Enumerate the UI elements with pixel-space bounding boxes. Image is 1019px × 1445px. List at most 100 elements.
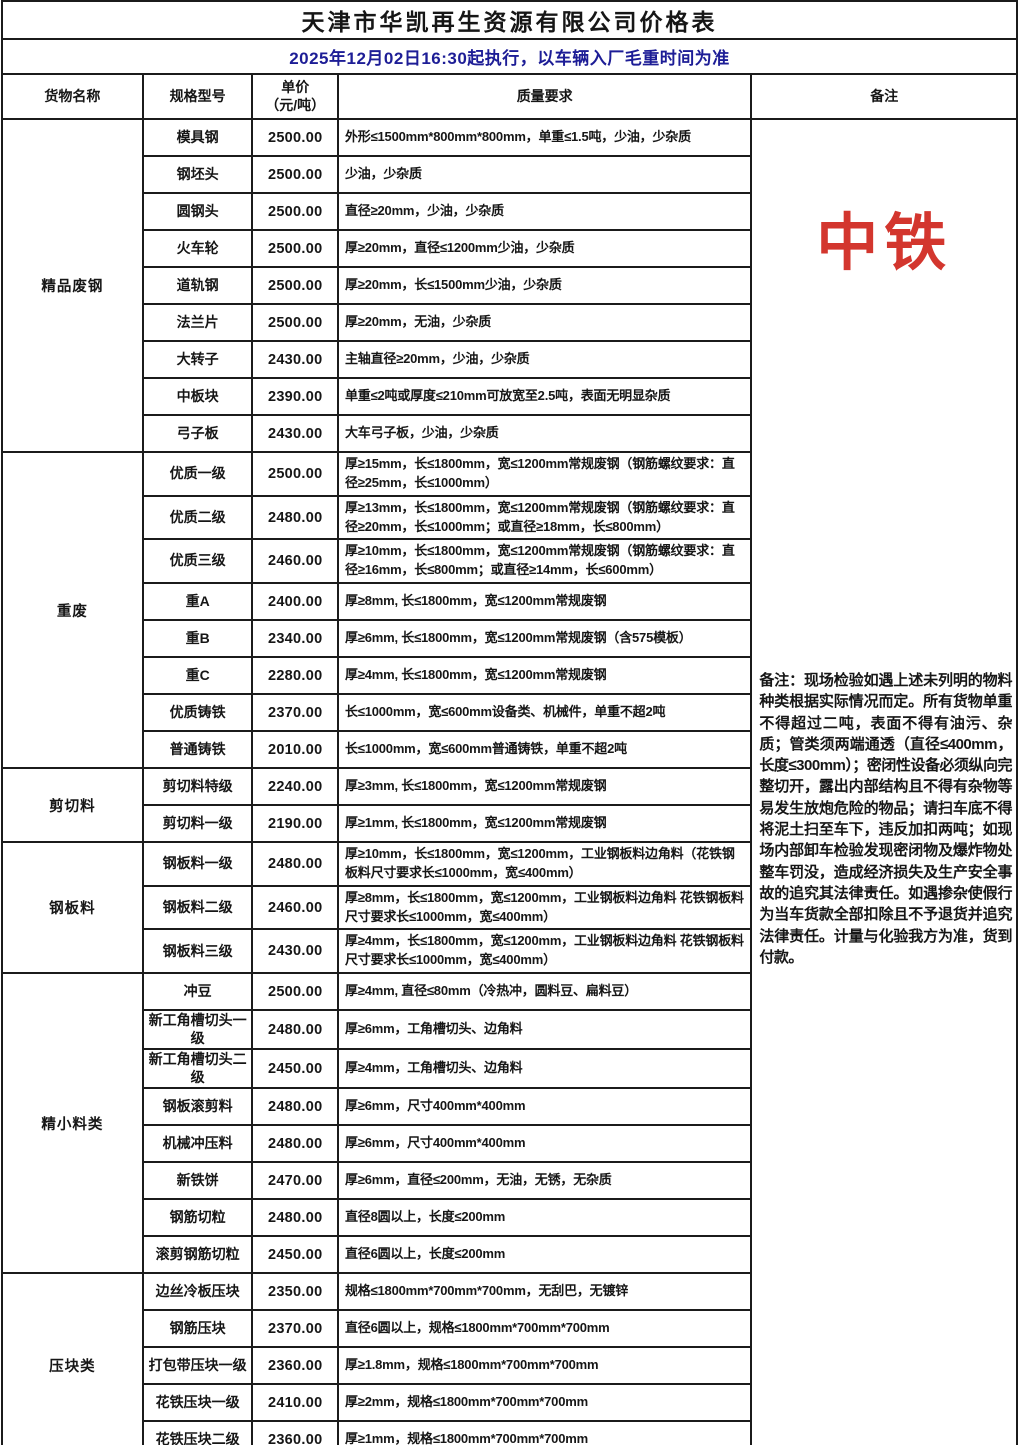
price-cell: 2500.00 [251,303,339,342]
title-row: 天津市华凯再生资源有限公司价格表 [1,0,1018,40]
quality-cell: 长≤1000mm，宽≤600mm普通铸铁，单重不超2吨 [336,730,753,770]
quality-cell: 直径8圆以上，长度≤200mm [336,1198,753,1238]
price-cell: 2190.00 [251,804,339,844]
spec-cell: 模具钢 [141,118,254,157]
table-row: 道轨钢 2500.00 厚≥20mm，长≤1500mm少油，少杂质 [2,266,1017,305]
price-cell: 2010.00 [251,730,339,770]
quality-cell: 单重≤2吨或厚度≤210mm可放宽至2.5吨，表面无明显杂质 [336,377,753,416]
table-row: 钢板滚剪料 2480.00 厚≥6mm，尺寸400mm*400mm [2,1087,1017,1127]
spec-cell: 钢筋压块 [141,1309,254,1349]
quality-cell: 厚≥10mm，长≤1800mm，宽≤1200mm常规废钢（钢筋螺纹要求：直径≥1… [336,538,753,585]
column-header-row: 货物名称 规格型号 单价 （元/吨） 质量要求 备注 [1,73,1018,120]
spec-cell: 钢板料三级 [141,928,254,975]
quality-cell: 厚≥20mm，无油，少杂质 [336,303,753,342]
quality-cell: 规格≤1800mm*700mm*700mm，无刮巴，无镀锌 [336,1272,753,1312]
quality-cell: 厚≥6mm，工角槽切头、边角料 [336,1009,753,1051]
price-cell: 2430.00 [251,414,339,453]
quality-cell: 直径6圆以上，长度≤200mm [336,1235,753,1275]
table-row: 钢板料三级 2430.00 厚≥4mm，长≤1800mm，宽≤1200mm，工业钢板… [2,928,1017,975]
table-row: 重B 2340.00 厚≥6mm, 长≤1800mm，宽≤1200mm常规废钢（含5… [2,619,1017,659]
category-cell: 钢板料 [1,841,144,975]
table-row: 精小料类 冲豆 2500.00 厚≥4mm, 直径≤80mm（冷热冲，圆料豆、扁料豆） [1,972,1017,1275]
price-cell: 2480.00 [251,1198,339,1238]
spec-cell: 重B [141,619,254,659]
quality-cell: 厚≥13mm，长≤1800mm，宽≤1200mm常规废钢（钢筋螺纹要求：直径≥2… [336,494,753,541]
table-row: 圆钢头 2500.00 直径≥20mm，少油，少杂质 [2,192,1017,231]
price-cell: 2500.00 [251,972,339,1012]
spec-cell: 优质一级 [141,451,254,497]
table-row: 压块类 边丝冷板压块 2350.00 规格≤1800mm*700mm*700mm，无刮… [1,1272,1017,1445]
spec-cell: 新工角槽切头一级 [141,1009,254,1051]
table-row: 滚剪钢筋切粒 2450.00 直径6圆以上，长度≤200mm [2,1235,1017,1275]
quality-cell: 厚≥10mm，长≤1800mm，宽≤1200mm，工业钢板料边角料（花铁钢板料尺… [336,841,753,887]
table-row: 新铁饼 2470.00 厚≥6mm，直径≤200mm，无油，无锈，无杂质 [2,1161,1017,1201]
price-cell: 2370.00 [251,1309,339,1349]
effective-date-note: 2025年12月02日16:30起执行，以车辆入厂毛重时间为准 [1,38,1018,75]
table-row: 机械冲压料 2480.00 厚≥6mm，尺寸400mm*400mm [2,1124,1017,1164]
table-row: 法兰片 2500.00 厚≥20mm，无油，少杂质 [2,303,1017,342]
spec-cell: 大转子 [141,340,254,379]
spec-cell: 边丝冷板压块 [141,1272,254,1312]
quality-cell: 厚≥1mm, 长≤1800mm，宽≤1200mm常规废钢 [336,804,753,844]
price-cell: 2500.00 [251,155,339,194]
price-cell: 2360.00 [251,1346,339,1386]
price-cell: 2480.00 [251,841,339,887]
zhongtie-stamp-text: 中铁 [816,209,953,278]
spec-cell: 花铁压块一级 [141,1383,254,1423]
spec-cell: 弓子板 [141,414,254,453]
spec-cell: 剪切料特级 [141,767,254,807]
table-row: 钢坯头 2500.00 少油，少杂质 [2,155,1017,194]
spec-cell: 冲豆 [141,972,254,1012]
spec-cell: 中板块 [141,377,254,416]
remark-paragraph: 备注：现场检验如遇上述未列明的物料种类根据实际情况而定。所有货物单重不得超过二吨… [759,672,1012,966]
quality-cell: 厚≥4mm, 直径≤80mm（冷热冲，圆料豆、扁料豆） [336,972,753,1012]
quality-cell: 厚≥6mm，直径≤200mm，无油，无锈，无杂质 [336,1161,753,1201]
table-row: 普通铸铁 2010.00 长≤1000mm，宽≤600mm普通铸铁，单重不超2吨 [2,730,1017,770]
quality-cell: 厚≥8mm，长≤1800mm，宽≤1200mm，工业钢板料边角料 花铁钢板料尺寸… [336,884,753,931]
table-row: 钢板料二级 2460.00 厚≥8mm，长≤1800mm，宽≤1200mm，工业钢板… [2,884,1017,931]
col-header-quality-requirement: 质量要求 [336,73,753,120]
price-cell: 2480.00 [251,1124,339,1164]
table-row: 火车轮 2500.00 厚≥20mm，直径≤1200mm少油，少杂质 [2,229,1017,268]
subtitle-row: 2025年12月02日16:30起执行，以车辆入厂毛重时间为准 [1,38,1018,75]
table-row: 优质二级 2480.00 厚≥13mm，长≤1800mm，宽≤1200mm常规废钢（… [2,494,1017,541]
price-cell: 2450.00 [251,1235,339,1275]
price-table-body: 精品废钢 模具钢 2500.00 外形≤1500mm*800mm*800mm，单重≤1… [1,117,1018,1445]
quality-cell: 厚≥20mm，直径≤1200mm少油，少杂质 [336,229,753,268]
quality-cell: 厚≥15mm，长≤1800mm，宽≤1200mm常规废钢（钢筋螺纹要求：直径≥2… [336,451,753,497]
quality-cell: 直径6圆以上，规格≤1800mm*700mm*700mm [336,1309,753,1349]
spec-cell: 打包带压块一级 [141,1346,254,1386]
price-cell: 2500.00 [251,118,339,157]
price-cell: 2460.00 [251,538,339,585]
price-cell: 2350.00 [251,1272,339,1312]
price-cell: 2480.00 [251,1009,339,1051]
table-row: 重C 2280.00 厚≥4mm, 长≤1800mm，宽≤1200mm常规废钢 [2,656,1017,696]
price-cell: 2500.00 [251,192,339,231]
spec-cell: 优质二级 [141,494,254,541]
price-cell: 2390.00 [251,377,339,416]
quality-cell: 厚≥20mm，长≤1500mm少油，少杂质 [336,266,753,305]
quality-cell: 厚≥6mm，尺寸400mm*400mm [336,1087,753,1127]
table-row: 花铁压块一级 2410.00 厚≥2mm，规格≤1800mm*700mm*700mm [2,1383,1017,1423]
price-cell: 2450.00 [251,1048,339,1090]
spec-cell: 道轨钢 [141,266,254,305]
table-row: 剪切料 剪切料特级 2240.00 厚≥3mm, 长≤1800mm，宽≤1200mm常… [1,767,1017,844]
price-cell: 2430.00 [251,340,339,379]
quality-cell: 主轴直径≥20mm，少油，少杂质 [336,340,753,379]
table-row: 新工角槽切头一级 2480.00 厚≥6mm，工角槽切头、边角料 [2,1009,1017,1051]
category-cell: 精小料类 [1,972,144,1275]
spec-cell: 新铁饼 [141,1161,254,1201]
spec-cell: 花铁压块二级 [141,1420,254,1445]
remark-cell: 中铁备注：现场检验如遇上述未列明的物料种类根据实际情况而定。所有货物单重不得超过… [750,117,1018,1445]
quality-cell: 外形≤1500mm*800mm*800mm，单重≤1.5吨，少油，少杂质 [336,118,753,157]
table-row: 花铁压块二级 2360.00 厚≥1mm，规格≤1800mm*700mm*700mm [2,1420,1017,1445]
table-row: 新工角槽切头二级 2450.00 厚≥4mm，工角槽切头、边角料 [2,1048,1017,1090]
spec-cell: 钢筋切粒 [141,1198,254,1238]
price-cell: 2340.00 [251,619,339,659]
price-cell: 2370.00 [251,693,339,733]
quality-cell: 厚≥1mm，规格≤1800mm*700mm*700mm [336,1420,753,1445]
table-row: 优质三级 2460.00 厚≥10mm，长≤1800mm，宽≤1200mm常规废钢（… [2,538,1017,585]
spec-cell: 普通铸铁 [141,730,254,770]
